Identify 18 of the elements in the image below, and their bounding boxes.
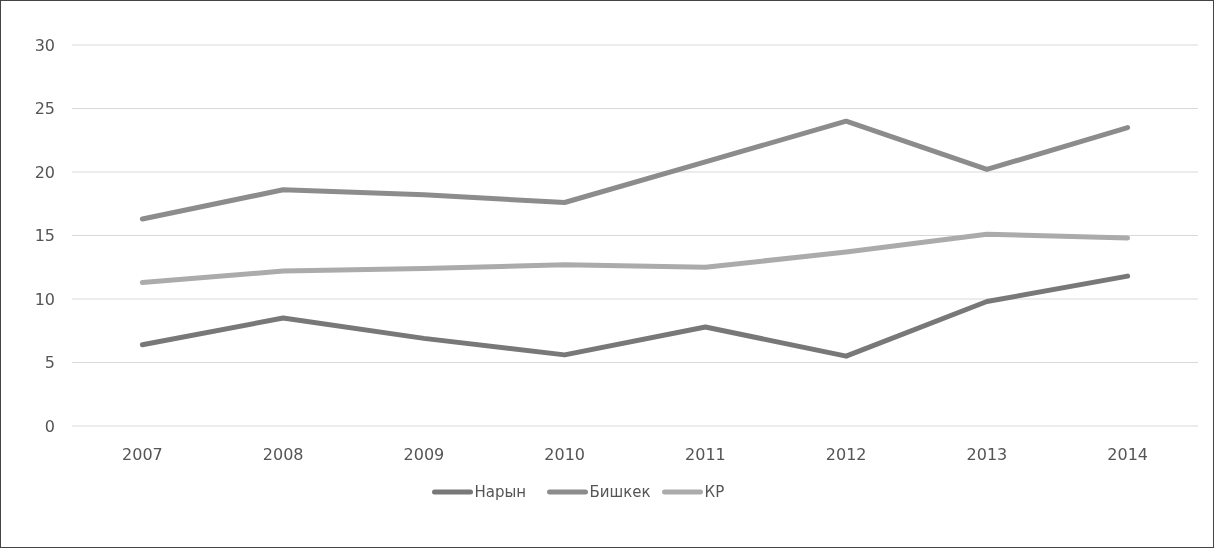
y-tick-label: 0 <box>44 416 55 436</box>
y-tick-label: 15 <box>34 226 55 246</box>
x-tick-label: 2008 <box>262 445 304 464</box>
y-tick-label: 5 <box>44 353 55 373</box>
legend-label: Бишкек <box>589 483 651 502</box>
legend-label: Нарын <box>474 483 527 502</box>
y-tick-label: 10 <box>34 289 55 309</box>
x-tick-label: 2010 <box>544 445 585 464</box>
x-tick-label: 2009 <box>403 445 445 464</box>
y-tick-label: 20 <box>34 162 55 182</box>
x-tick-label: 2013 <box>966 445 1008 464</box>
x-tick-label: 2011 <box>685 445 726 464</box>
x-tick-label: 2014 <box>1107 445 1148 464</box>
x-tick-label: 2007 <box>122 445 163 464</box>
x-tick-label: 2012 <box>825 445 867 464</box>
legend-label: КР <box>704 483 725 502</box>
y-tick-label: 25 <box>34 99 55 119</box>
y-tick-label: 30 <box>34 35 55 55</box>
